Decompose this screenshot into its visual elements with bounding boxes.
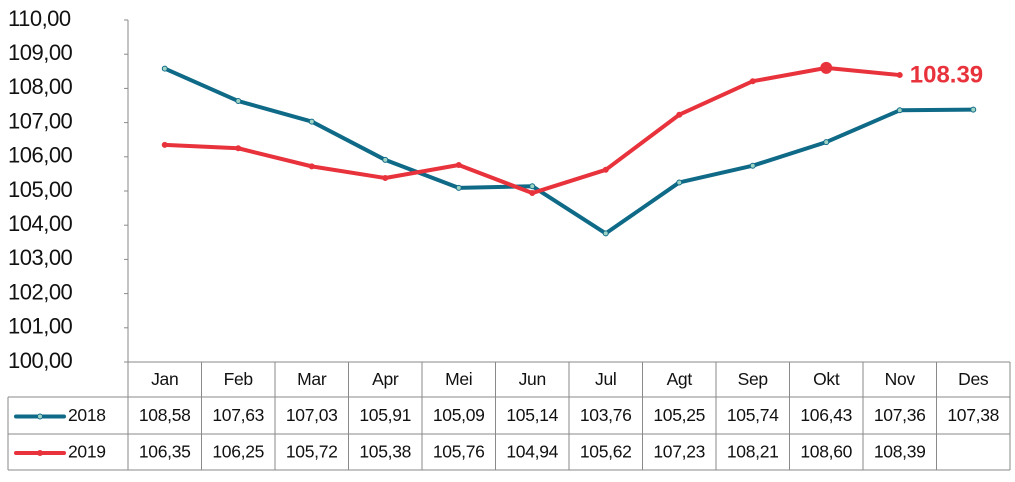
table-value: 103,76: [580, 405, 632, 425]
table-value: 107,03: [286, 405, 338, 425]
series-line: [162, 65, 902, 196]
y-tick-label: 109,00: [8, 40, 73, 65]
x-tick-label: Jun: [519, 369, 546, 389]
highlight-point: [820, 61, 833, 74]
data-point: [308, 118, 315, 125]
annotation: 108.39: [910, 61, 983, 88]
y-tick-label: 110,00: [8, 6, 71, 31]
data-point: [308, 163, 315, 170]
y-tick-label: 108,00: [8, 74, 73, 99]
table-value: 106,25: [212, 442, 264, 462]
x-tick-label: Mar: [297, 369, 327, 389]
table-value: 105,74: [727, 405, 779, 425]
x-tick-label: Sep: [738, 369, 768, 389]
data-point: [161, 141, 168, 148]
legend-label: 2018: [68, 405, 106, 425]
legend-marker: [37, 413, 43, 420]
x-tick-label: Agt: [667, 369, 693, 389]
x-tick-label: Jul: [595, 369, 616, 389]
data-point: [529, 190, 536, 197]
x-tick-label: Mei: [445, 369, 472, 389]
table-value: 105,91: [359, 405, 411, 425]
x-tick-label: Jan: [151, 369, 178, 389]
table-value: 105,14: [506, 405, 558, 425]
table-value: 106,35: [139, 442, 191, 462]
series-line: [162, 66, 976, 236]
data-point: [896, 107, 903, 114]
table-value: 105,38: [359, 442, 411, 462]
y-tick-label: 100,00: [8, 348, 73, 373]
data-point: [235, 145, 242, 152]
table-value: 107,63: [212, 405, 264, 425]
table-value: 107,36: [874, 405, 926, 425]
legend-marker: [37, 450, 43, 456]
table-value: 107,23: [653, 442, 705, 462]
table-value: 106,43: [800, 405, 852, 425]
table-value: 105,09: [433, 405, 485, 425]
legend-label: 2019: [68, 442, 106, 462]
data-point: [823, 139, 830, 146]
data-point: [529, 183, 536, 190]
table-value: 108,21: [727, 442, 779, 462]
y-tick-label: 107,00: [8, 108, 73, 133]
y-tick-label: 101,00: [8, 314, 73, 339]
data-point: [161, 65, 168, 72]
table-value: 105,62: [580, 442, 632, 462]
table-value: 108,60: [800, 442, 852, 462]
data-point: [455, 184, 462, 191]
table-value: 107,38: [947, 405, 999, 425]
y-tick-label: 103,00: [8, 245, 73, 270]
x-tick-label: Des: [958, 369, 989, 389]
y-tick-label: 105,00: [8, 177, 73, 202]
data-point: [235, 98, 242, 105]
table-value: 108,58: [139, 405, 191, 425]
y-tick-label: 102,00: [8, 279, 73, 304]
data-point: [602, 166, 609, 173]
data-point: [749, 162, 756, 169]
table-value: 105,25: [653, 405, 705, 425]
x-tick-label: Okt: [813, 369, 840, 389]
x-tick-label: Apr: [372, 369, 399, 389]
x-tick-label: Nov: [885, 369, 916, 389]
y-tick-label: 106,00: [8, 143, 73, 168]
data-point: [896, 72, 903, 79]
data-point: [676, 179, 683, 186]
data-point: [676, 111, 683, 118]
data-point: [602, 230, 609, 237]
data-point: [382, 175, 389, 182]
table-value: 105,76: [433, 442, 485, 462]
x-tick-label: Feb: [224, 369, 253, 389]
table-value: 105,72: [286, 442, 338, 462]
data-point: [970, 106, 977, 113]
data-point: [382, 156, 389, 163]
table-value: 108,39: [874, 442, 926, 462]
y-tick-label: 104,00: [8, 211, 73, 236]
data-point: [749, 78, 756, 85]
data-point: [455, 162, 462, 169]
table-value: 104,94: [506, 442, 558, 462]
